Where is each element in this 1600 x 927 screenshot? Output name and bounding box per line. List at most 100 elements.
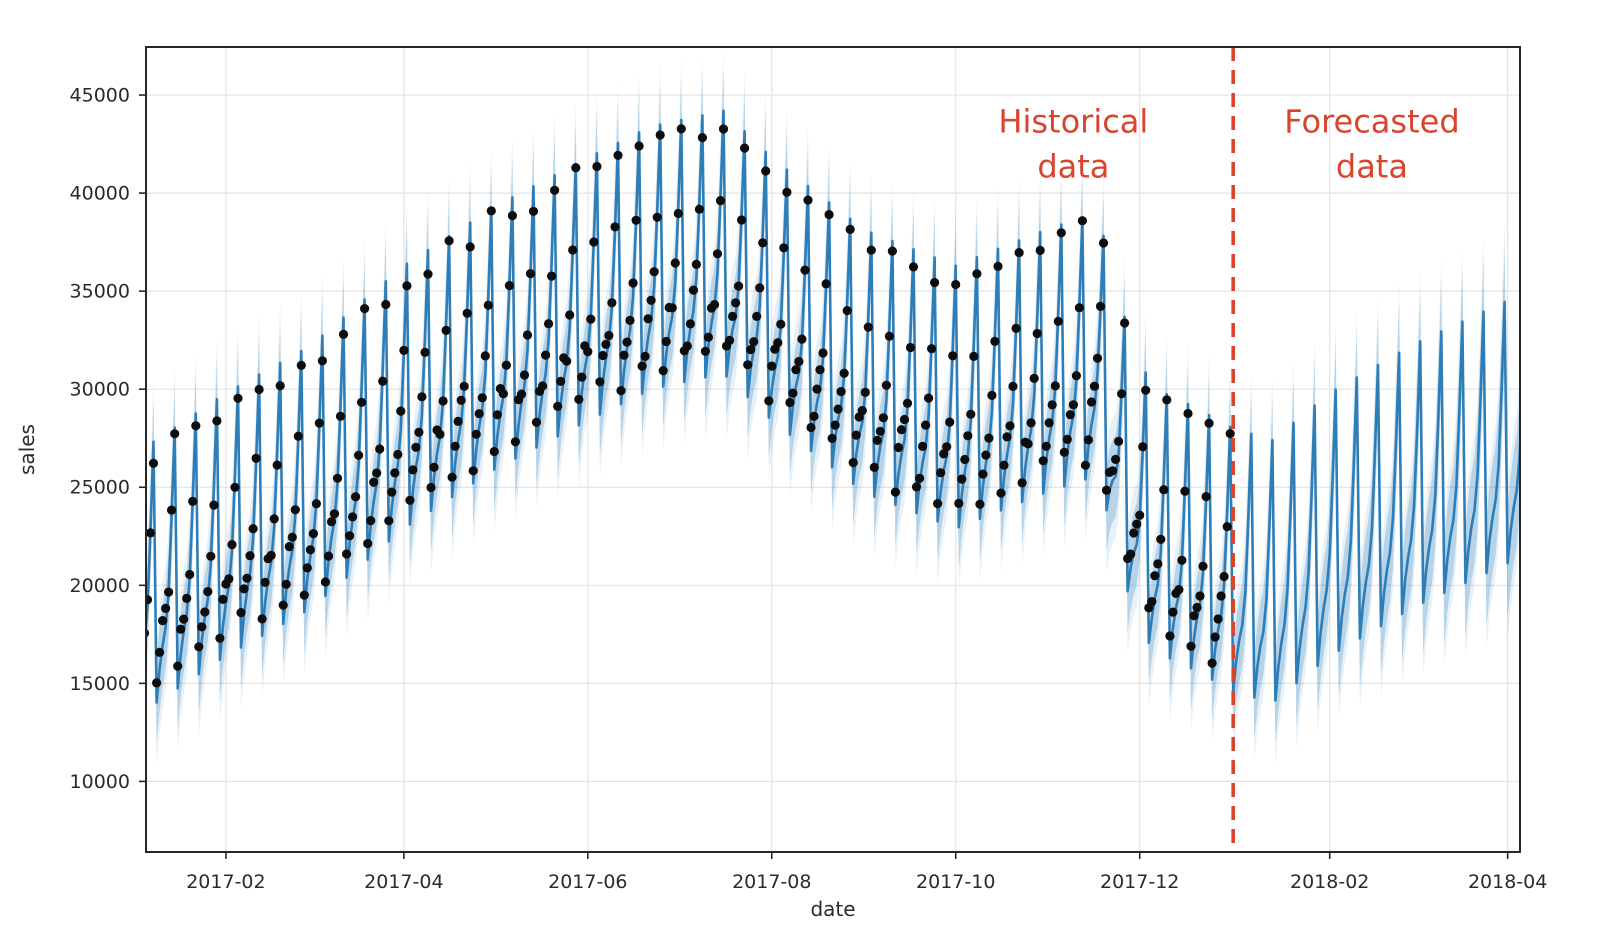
observed-point [357, 397, 367, 407]
observed-point [655, 130, 665, 140]
observed-point [342, 549, 352, 559]
observed-point [450, 441, 460, 451]
observed-point [152, 678, 162, 688]
observed-point [293, 431, 303, 441]
observed-point [275, 381, 285, 391]
observed-point [538, 381, 548, 391]
observed-point [556, 376, 566, 386]
x-tick-label: 2017-06 [548, 871, 627, 893]
observed-point [565, 310, 575, 320]
observed-point [498, 389, 508, 399]
observed-point [1011, 323, 1021, 333]
observed-point [1035, 245, 1045, 255]
observed-point [480, 351, 490, 361]
y-tick-label: 35000 [70, 281, 130, 303]
y-tick-label: 25000 [70, 477, 130, 499]
observed-point [700, 346, 711, 356]
observed-point [387, 487, 397, 497]
observed-point [1165, 631, 1175, 641]
observed-point [918, 441, 928, 451]
observed-point [598, 350, 608, 361]
observed-point [393, 449, 403, 460]
observed-point [191, 421, 201, 431]
observed-point [725, 335, 735, 345]
observed-point [1074, 303, 1084, 313]
observed-point [399, 345, 409, 355]
observed-point [951, 279, 961, 290]
observed-point [646, 295, 656, 305]
observed-point [743, 360, 753, 370]
observed-point [326, 517, 337, 527]
observed-point [667, 303, 677, 313]
observed-point [248, 524, 258, 534]
observed-point [547, 271, 557, 281]
y-tick-label: 40000 [70, 183, 130, 205]
observed-point [601, 339, 611, 349]
observed-point [351, 492, 361, 502]
observed-point [164, 587, 174, 597]
observed-point [148, 458, 159, 468]
observed-point [939, 449, 949, 459]
observed-point [652, 212, 662, 222]
observed-point [215, 633, 225, 643]
observed-point [740, 143, 750, 153]
observed-point [993, 261, 1003, 271]
observed-point [990, 336, 1000, 346]
observed-point [456, 395, 466, 405]
observed-point [242, 573, 252, 583]
observed-point [212, 416, 222, 426]
observed-point [1132, 519, 1142, 529]
observed-point [254, 384, 264, 395]
observed-point [1126, 549, 1136, 559]
observed-point [860, 387, 870, 397]
observed-point [1174, 585, 1184, 595]
observed-point [474, 409, 484, 419]
observed-point [489, 446, 499, 457]
observed-point [839, 368, 849, 378]
observed-point [335, 411, 346, 421]
observed-point [685, 319, 696, 329]
observed-point [510, 437, 520, 447]
observed-point [731, 298, 741, 308]
observed-point [872, 435, 882, 445]
observed-point [1141, 385, 1151, 395]
observed-point [1201, 492, 1211, 502]
observed-point [302, 563, 312, 573]
observed-point [884, 331, 895, 341]
observed-point [459, 381, 469, 391]
observed-point [830, 420, 840, 430]
x-tick-label: 2017-08 [732, 871, 811, 893]
observed-point [1002, 432, 1012, 442]
observed-point [712, 249, 723, 259]
forecasted-data-annotation: Forecasted data [1284, 102, 1459, 185]
forecast-line [146, 109, 1520, 704]
observed-point [661, 336, 671, 347]
observed-point [984, 433, 994, 443]
observed-point [348, 512, 358, 522]
observed-point [728, 311, 738, 321]
observed-point [179, 614, 189, 624]
observed-point [978, 469, 988, 479]
observed-point [372, 468, 382, 478]
observed-point [260, 577, 270, 588]
observed-point [921, 420, 931, 430]
observed-point [414, 427, 424, 437]
observed-point [360, 304, 370, 314]
observed-point [408, 465, 418, 475]
observed-point [821, 279, 831, 289]
observed-point [311, 499, 321, 509]
observed-point [1210, 632, 1220, 642]
observed-point [1053, 316, 1063, 326]
observed-point [586, 314, 596, 324]
observed-point [206, 551, 216, 561]
observed-point [851, 430, 861, 440]
observed-point [746, 345, 756, 355]
observed-point [1189, 611, 1199, 621]
observed-point [863, 322, 873, 332]
observed-point [571, 163, 581, 173]
x-axis-label: date [810, 897, 855, 921]
observed-point [531, 417, 542, 427]
observed-point [788, 388, 798, 398]
observed-point [290, 505, 300, 515]
